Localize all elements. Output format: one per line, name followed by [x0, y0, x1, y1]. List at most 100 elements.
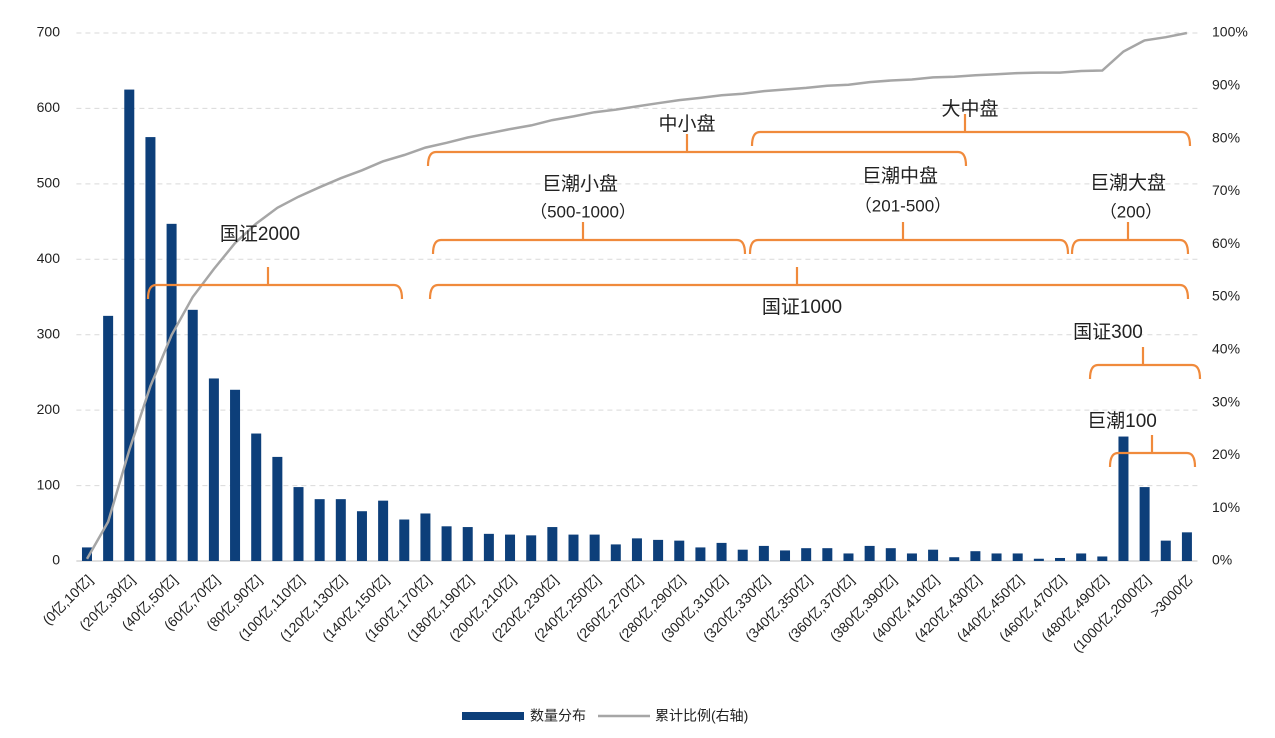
bar — [145, 137, 156, 561]
annotation: 国证2000 — [220, 223, 300, 245]
y-tick-label: 100 — [37, 476, 61, 492]
bar — [103, 315, 114, 561]
bar — [1076, 553, 1087, 561]
y-tick-label: 400 — [37, 250, 61, 266]
bracket — [426, 134, 968, 167]
bar — [695, 547, 706, 561]
y2-tick-label: 20% — [1212, 446, 1240, 462]
bar — [631, 538, 642, 561]
bar — [843, 553, 854, 561]
bracket — [428, 267, 1190, 300]
annotation: 大中盘 — [941, 98, 998, 120]
annotation-sub: （200） — [1100, 202, 1162, 221]
bar — [1012, 553, 1023, 561]
legend-label: 累计比例(右轴) — [655, 708, 748, 724]
bar — [230, 389, 241, 561]
bracket — [146, 267, 404, 300]
y2-tick-label: 50% — [1212, 288, 1240, 304]
annotation: 巨潮中盘 — [862, 165, 938, 187]
bar — [124, 89, 135, 562]
bar — [314, 499, 325, 561]
bar — [737, 549, 748, 561]
bracket — [750, 114, 1192, 147]
bar — [420, 513, 431, 561]
annotation-sub: （201-500） — [855, 196, 951, 215]
bar — [272, 456, 283, 561]
bar — [293, 487, 304, 561]
bar — [928, 549, 939, 561]
y2-tick-label: 30% — [1212, 393, 1240, 409]
bar — [1160, 540, 1171, 561]
bar — [822, 548, 833, 561]
annotation: 巨潮100 — [1087, 410, 1157, 432]
annotation-sub: （500-1000） — [530, 202, 636, 221]
bar — [378, 500, 389, 561]
bar — [991, 553, 1002, 561]
legend-label: 数量分布 — [530, 708, 586, 724]
annotation: 国证300 — [1073, 321, 1143, 343]
bar — [885, 548, 896, 561]
bracket — [1088, 347, 1202, 380]
annotation: 国证1000 — [762, 296, 842, 318]
bar — [801, 548, 812, 561]
y2-tick-label: 70% — [1212, 182, 1240, 198]
bar — [1139, 487, 1150, 561]
y-tick-label: 300 — [37, 325, 61, 341]
annotation: 中小盘 — [658, 113, 715, 135]
bar — [716, 542, 727, 561]
bar — [758, 545, 769, 561]
legend-swatch — [462, 712, 524, 720]
bar — [949, 557, 960, 561]
bar — [1118, 436, 1129, 561]
bar — [505, 534, 516, 561]
bar — [610, 544, 621, 561]
bracket — [748, 222, 1070, 255]
bar — [906, 553, 917, 561]
bar — [568, 534, 579, 561]
bar — [483, 533, 494, 561]
y-tick-label: 500 — [37, 175, 61, 191]
y2-tick-label: 10% — [1212, 499, 1240, 515]
bracket — [1108, 435, 1197, 468]
y-tick-label: 200 — [37, 401, 61, 417]
bar — [674, 540, 685, 561]
bar — [864, 545, 875, 561]
y2-tick-label: 0% — [1212, 552, 1232, 568]
bar — [251, 433, 262, 561]
bar — [441, 526, 452, 561]
bar — [335, 499, 346, 561]
bar — [399, 519, 410, 561]
bar — [780, 550, 791, 561]
annotation: 巨潮小盘 — [542, 173, 618, 195]
bar — [589, 534, 600, 561]
y2-tick-label: 60% — [1212, 235, 1240, 251]
y-tick-label: 0 — [52, 552, 60, 568]
bracket — [1070, 222, 1190, 255]
bar — [547, 527, 558, 561]
x-tick-label: >3000亿 — [1147, 571, 1196, 620]
y2-tick-label: 80% — [1212, 129, 1240, 145]
bar — [526, 535, 537, 561]
bar — [356, 511, 367, 561]
y2-tick-label: 40% — [1212, 341, 1240, 357]
bracket — [431, 222, 747, 255]
x-tick-label: (1000亿,2000亿] — [1069, 571, 1153, 655]
bar — [187, 309, 198, 561]
cumulative-line — [85, 31, 1188, 560]
y-tick-label: 600 — [37, 99, 61, 115]
bar — [81, 547, 92, 561]
bar — [1033, 558, 1044, 561]
bar — [208, 378, 219, 561]
bar — [653, 539, 664, 561]
bar — [166, 223, 177, 561]
y-tick-label: 700 — [37, 24, 61, 40]
bar — [970, 551, 981, 561]
bar — [1181, 532, 1192, 561]
y2-tick-label: 100% — [1212, 24, 1248, 40]
bar — [1055, 557, 1066, 561]
y2-tick-label: 90% — [1212, 77, 1240, 93]
bar — [1097, 556, 1108, 561]
bar — [462, 527, 473, 561]
annotation: 巨潮大盘 — [1090, 172, 1166, 194]
